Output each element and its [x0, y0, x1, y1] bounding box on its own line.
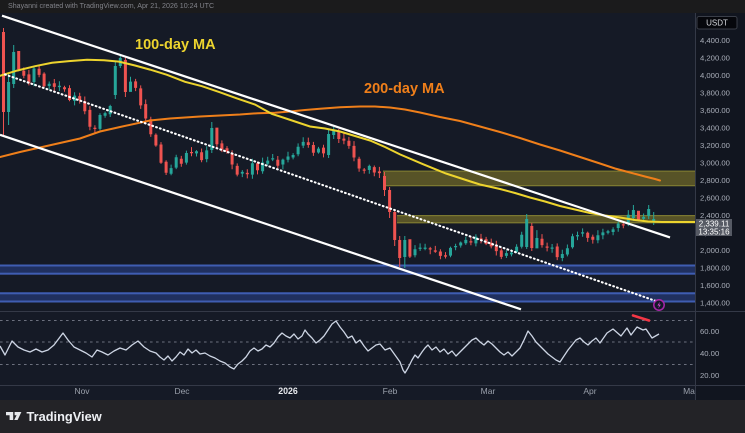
- svg-text:1,800.00: 1,800.00: [700, 264, 730, 273]
- svg-text:2026: 2026: [278, 386, 298, 396]
- svg-text:200-day MA: 200-day MA: [364, 81, 445, 97]
- svg-text:3,600.00: 3,600.00: [700, 106, 730, 115]
- svg-text:60.00: 60.00: [700, 327, 719, 336]
- svg-text:3,200.00: 3,200.00: [700, 141, 730, 150]
- svg-text:4,000.00: 4,000.00: [700, 71, 730, 80]
- svg-text:40.00: 40.00: [700, 349, 719, 358]
- svg-text:2,800.00: 2,800.00: [700, 176, 730, 185]
- svg-text:Mar: Mar: [481, 386, 496, 396]
- svg-text:2,000.00: 2,000.00: [700, 246, 730, 255]
- svg-text:4,400.00: 4,400.00: [700, 36, 730, 45]
- svg-text:20.00: 20.00: [700, 371, 719, 380]
- svg-text:Nov: Nov: [74, 386, 90, 396]
- svg-text:4,200.00: 4,200.00: [700, 54, 730, 63]
- svg-text:2,339.11: 2,339.11: [699, 220, 730, 229]
- svg-text:2,600.00: 2,600.00: [700, 194, 730, 203]
- svg-text:1,400.00: 1,400.00: [700, 299, 730, 308]
- svg-text:TradingView: TradingView: [27, 409, 102, 424]
- svg-text:13:35:16: 13:35:16: [698, 228, 730, 237]
- svg-text:Dec: Dec: [174, 386, 190, 396]
- svg-text:Ma: Ma: [683, 386, 695, 396]
- svg-text:2,400.00: 2,400.00: [700, 211, 730, 220]
- svg-text:3,800.00: 3,800.00: [700, 89, 730, 98]
- svg-text:Feb: Feb: [383, 386, 398, 396]
- svg-text:100-day MA: 100-day MA: [135, 37, 216, 53]
- svg-text:1,600.00: 1,600.00: [700, 281, 730, 290]
- svg-text:USDT: USDT: [706, 19, 728, 28]
- svg-text:Apr: Apr: [583, 386, 596, 396]
- svg-text:3,400.00: 3,400.00: [700, 124, 730, 133]
- svg-text:3,000.00: 3,000.00: [700, 159, 730, 168]
